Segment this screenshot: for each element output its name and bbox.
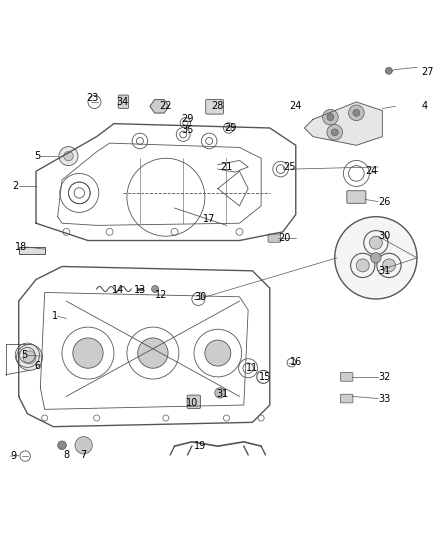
Text: 12: 12 bbox=[155, 289, 168, 300]
Circle shape bbox=[205, 340, 231, 366]
Circle shape bbox=[323, 109, 338, 125]
Circle shape bbox=[356, 259, 369, 272]
FancyBboxPatch shape bbox=[187, 395, 201, 408]
Text: 7: 7 bbox=[81, 450, 87, 460]
Circle shape bbox=[382, 259, 396, 272]
Circle shape bbox=[73, 338, 103, 368]
Text: 15: 15 bbox=[259, 372, 272, 382]
Text: 30: 30 bbox=[194, 292, 207, 302]
Circle shape bbox=[23, 351, 36, 364]
Text: 16: 16 bbox=[290, 357, 302, 367]
Text: 29: 29 bbox=[225, 123, 237, 133]
Circle shape bbox=[59, 147, 78, 166]
Circle shape bbox=[17, 344, 42, 370]
FancyBboxPatch shape bbox=[347, 191, 366, 203]
Circle shape bbox=[353, 109, 360, 116]
Text: 26: 26 bbox=[378, 197, 390, 207]
Text: 31: 31 bbox=[378, 266, 390, 276]
Circle shape bbox=[335, 217, 417, 299]
Circle shape bbox=[58, 441, 66, 450]
Text: 27: 27 bbox=[421, 67, 434, 77]
Text: 22: 22 bbox=[159, 101, 172, 111]
Circle shape bbox=[64, 151, 73, 161]
Text: 11: 11 bbox=[246, 363, 258, 373]
Text: 21: 21 bbox=[220, 162, 233, 172]
Text: 9: 9 bbox=[10, 451, 16, 461]
Circle shape bbox=[327, 114, 334, 120]
Text: 23: 23 bbox=[86, 93, 99, 103]
Circle shape bbox=[371, 253, 381, 263]
Text: 30: 30 bbox=[378, 231, 390, 241]
Circle shape bbox=[369, 236, 382, 249]
Circle shape bbox=[385, 67, 392, 74]
Text: 31: 31 bbox=[216, 389, 228, 399]
Circle shape bbox=[138, 338, 168, 368]
FancyBboxPatch shape bbox=[340, 394, 353, 403]
FancyBboxPatch shape bbox=[206, 99, 223, 114]
Text: 32: 32 bbox=[378, 372, 390, 382]
Polygon shape bbox=[304, 102, 382, 146]
Text: 19: 19 bbox=[194, 441, 207, 451]
Text: 24: 24 bbox=[290, 101, 302, 111]
Circle shape bbox=[331, 129, 338, 136]
FancyBboxPatch shape bbox=[340, 373, 353, 381]
Text: 10: 10 bbox=[186, 398, 198, 408]
Text: 33: 33 bbox=[378, 393, 390, 403]
Circle shape bbox=[349, 105, 364, 120]
Text: 20: 20 bbox=[279, 233, 291, 244]
Text: 8: 8 bbox=[63, 450, 69, 460]
FancyBboxPatch shape bbox=[268, 234, 281, 243]
FancyBboxPatch shape bbox=[118, 95, 129, 109]
Text: 17: 17 bbox=[203, 214, 215, 224]
Text: 5: 5 bbox=[34, 151, 40, 161]
Text: 4: 4 bbox=[421, 101, 427, 111]
Circle shape bbox=[327, 125, 343, 140]
Text: 14: 14 bbox=[112, 285, 124, 295]
Text: 5: 5 bbox=[21, 350, 27, 360]
Text: 24: 24 bbox=[365, 166, 378, 176]
Text: 35: 35 bbox=[181, 125, 194, 135]
Circle shape bbox=[75, 437, 92, 454]
Text: 13: 13 bbox=[134, 285, 146, 295]
Text: 29: 29 bbox=[181, 114, 194, 124]
Text: 28: 28 bbox=[212, 101, 224, 111]
Circle shape bbox=[152, 286, 159, 293]
Text: 34: 34 bbox=[117, 97, 129, 107]
Polygon shape bbox=[19, 247, 45, 254]
Text: 2: 2 bbox=[12, 181, 19, 191]
Text: 1: 1 bbox=[52, 311, 58, 321]
Polygon shape bbox=[150, 100, 169, 113]
Circle shape bbox=[215, 387, 225, 398]
Text: 18: 18 bbox=[15, 242, 27, 252]
Text: 6: 6 bbox=[34, 361, 40, 371]
Text: 25: 25 bbox=[283, 162, 295, 172]
